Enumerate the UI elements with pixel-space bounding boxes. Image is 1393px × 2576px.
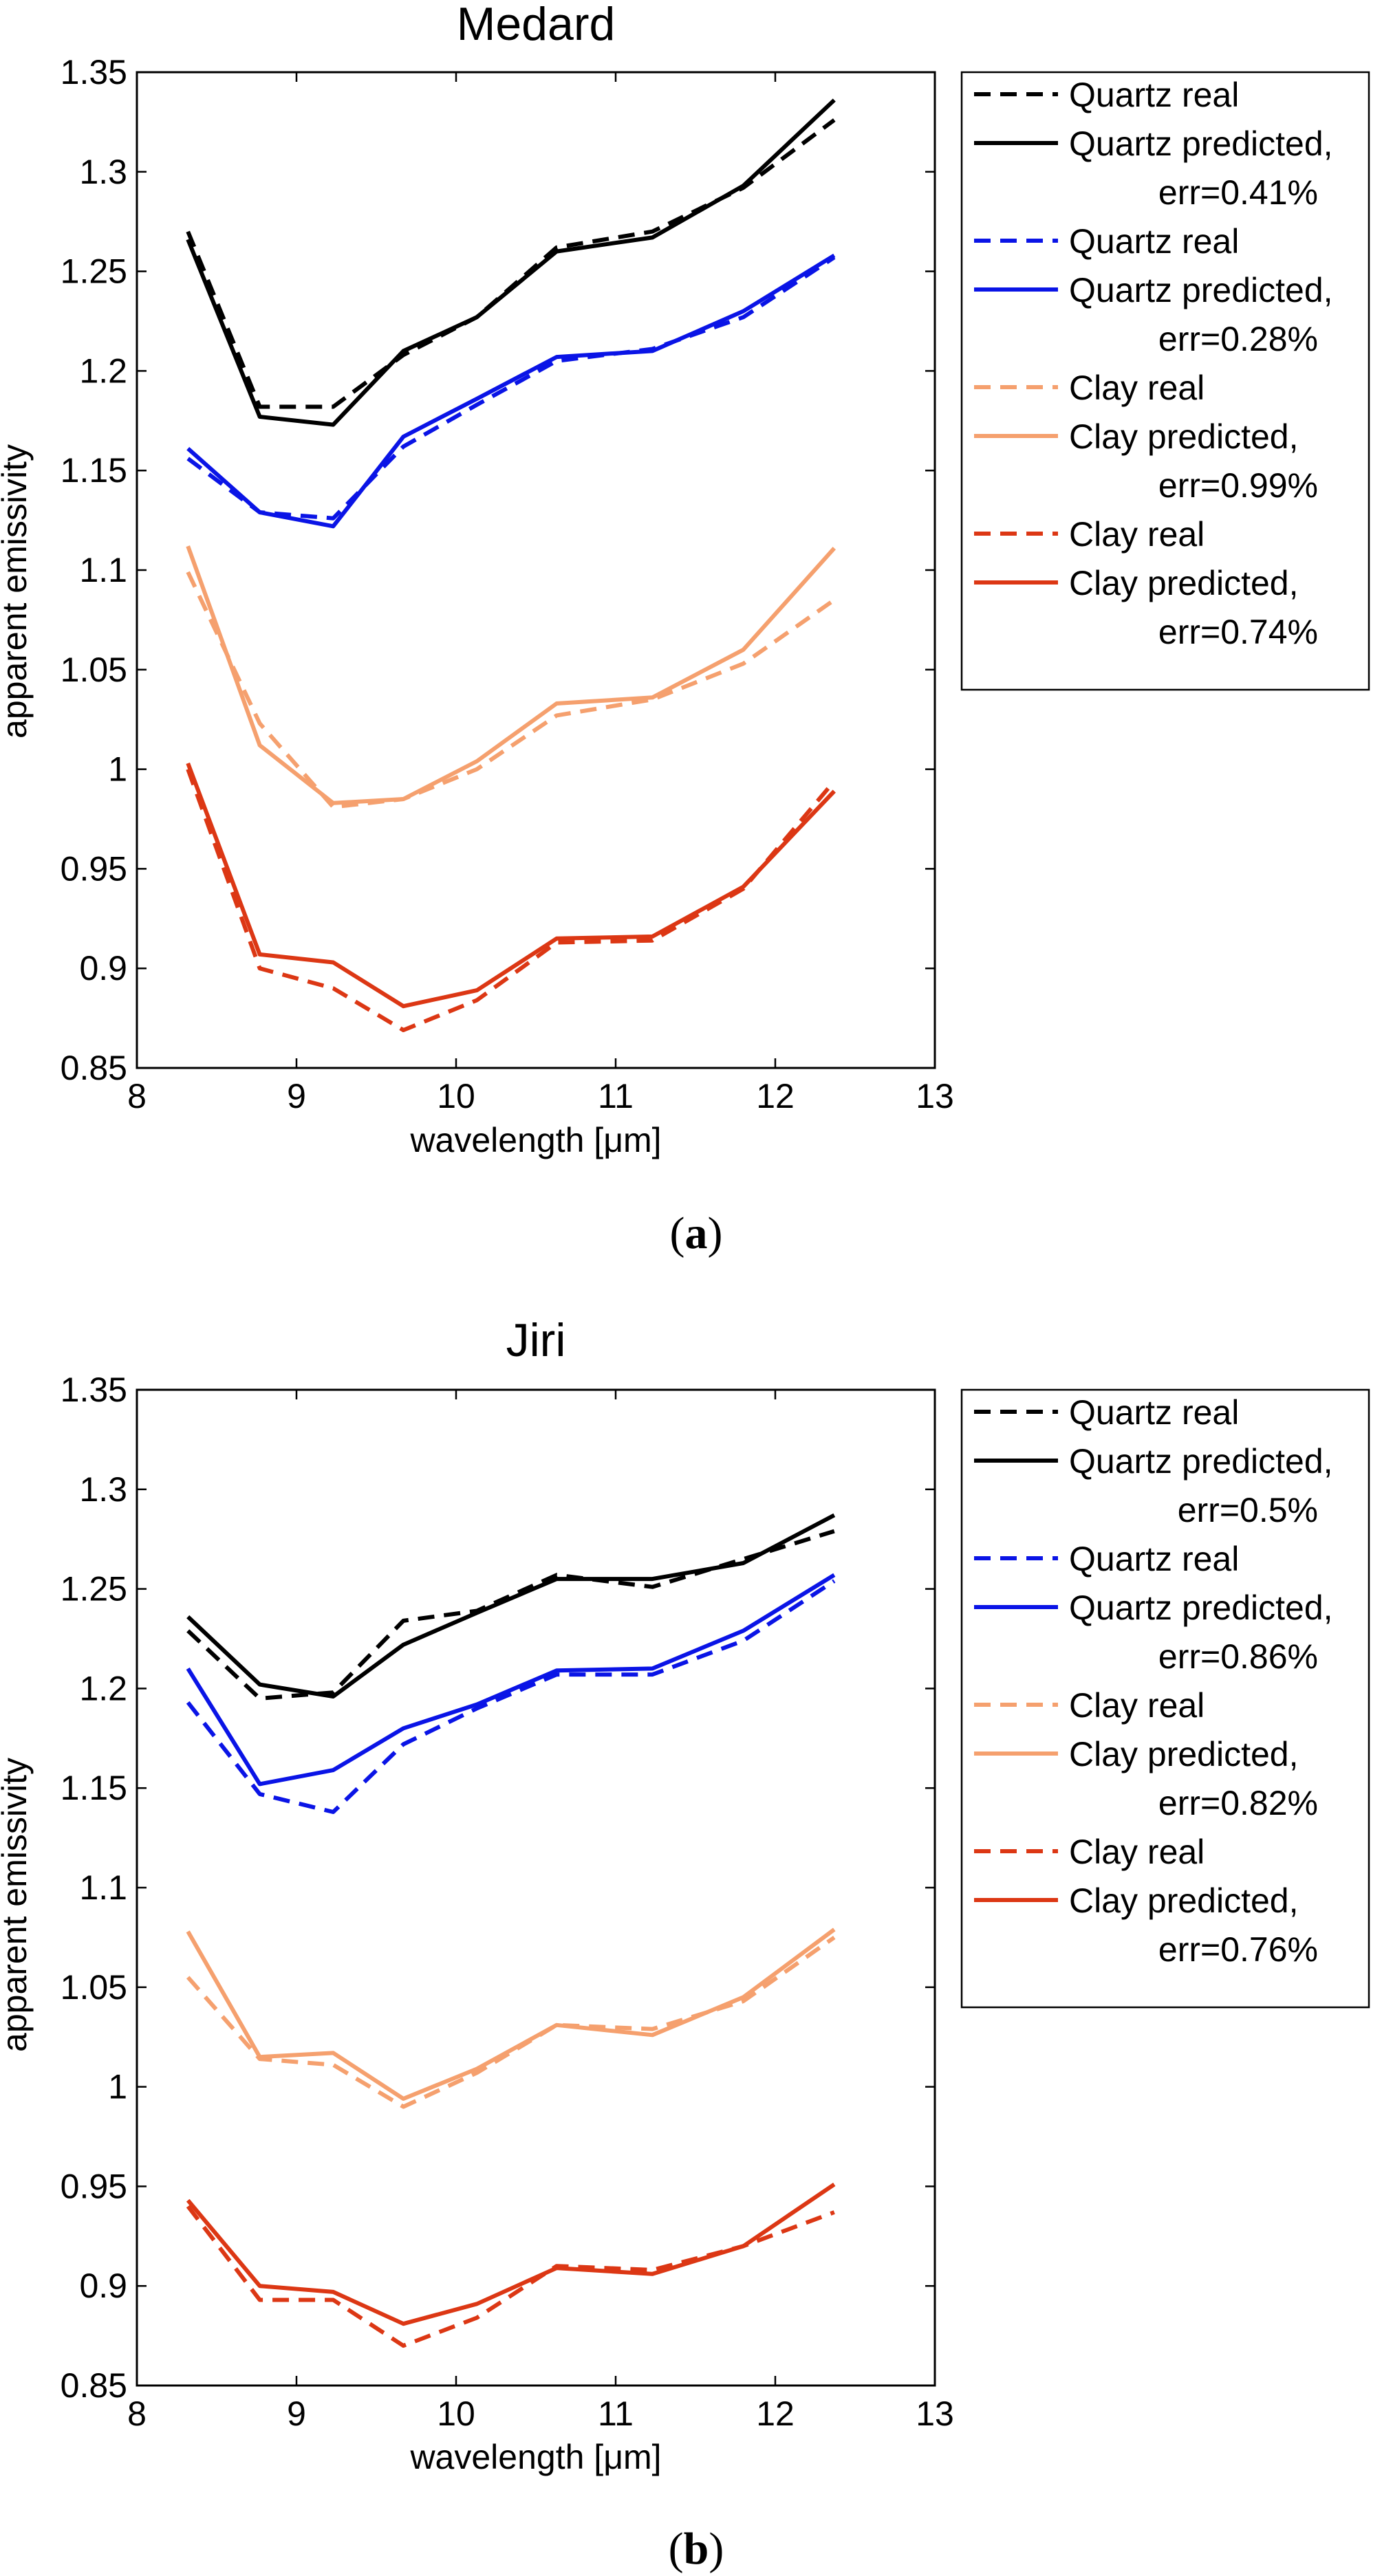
- y-tick-label: 1.35: [61, 1371, 127, 1409]
- y-tick-label: 1.25: [61, 1570, 127, 1608]
- series-line-0: [186, 118, 836, 409]
- series-line-5: [186, 1928, 836, 2101]
- y-tick-label: 1.3: [79, 1470, 127, 1509]
- y-tick-label: 1: [108, 2068, 127, 2106]
- y-tick-label: 1.35: [61, 53, 127, 91]
- legend-label-err: err=0.41%: [1158, 173, 1318, 212]
- axis-ticks: 8 9 10 11 12 13 0.85 0.9 0.95 1 1.05 1.1 1.15 1.2 1.25…: [61, 53, 954, 1115]
- panel-label: a: [685, 1208, 708, 1258]
- legend-label: Quartz real: [1069, 1540, 1239, 1578]
- legend-label: Quartz real: [1069, 76, 1239, 114]
- legend: Quartz real Quartz predicted, err=0.5% Quar…: [960, 1388, 1370, 2009]
- y-tick-label: 1.3: [79, 153, 127, 191]
- y-tick-label: 1.05: [61, 651, 127, 689]
- series-line-6: [186, 2205, 835, 2348]
- legend-label: Quartz predicted,: [1069, 1589, 1333, 1627]
- legend-label: Quartz real: [1069, 1393, 1239, 1432]
- chart-title: Medard: [457, 0, 616, 50]
- y-tick-label: 1: [108, 750, 127, 789]
- y-tick-label: 1.2: [79, 1669, 127, 1707]
- legend-label-err: err=0.99%: [1158, 466, 1318, 505]
- legend: Quartz real Quartz predicted, err=0.41% Qua…: [960, 71, 1370, 691]
- chart-panel-medard: Medard apparent emissivity wavelength [μ…: [0, 0, 1370, 1258]
- x-tick-label: 11: [598, 2394, 634, 2433]
- series-lines: [186, 98, 836, 1032]
- legend-box: [960, 1388, 1370, 2009]
- legend-label: Clay predicted,: [1069, 1735, 1299, 1773]
- x-tick-label: 9: [287, 2394, 306, 2433]
- legend-label: Clay real: [1069, 1686, 1205, 1725]
- chart-panel-jiri: Jiri apparent emissivity wavelength [μm]…: [0, 1314, 1370, 2574]
- series-line-3: [186, 1573, 836, 1787]
- y-tick-label: 1.1: [79, 551, 127, 589]
- y-tick-label: 1.1: [79, 1868, 127, 1907]
- plot-area-frame: [136, 71, 936, 1069]
- series-line-6: [186, 768, 836, 1032]
- x-tick-label: 9: [287, 1077, 306, 1115]
- x-axis-label: wavelength [μm]: [409, 1121, 661, 1159]
- legend-label: Clay real: [1069, 515, 1205, 554]
- legend-label: Quartz predicted,: [1069, 1442, 1333, 1481]
- chart-title: Jiri: [506, 1314, 566, 1366]
- legend-label-err: err=0.82%: [1158, 1784, 1318, 1822]
- series-line-2: [186, 1579, 836, 1814]
- legend-label: Clay real: [1069, 369, 1205, 407]
- panel-caption-b: (b): [669, 2524, 724, 2574]
- x-axis-label: wavelength [μm]: [409, 2438, 661, 2476]
- y-tick-label: 1.15: [61, 1769, 127, 1807]
- x-tick-label: 12: [756, 1077, 795, 1115]
- y-tick-label: 1.2: [79, 351, 127, 390]
- series-line-0: [186, 1529, 835, 1701]
- plot-area-frame: [136, 1388, 936, 2387]
- panel-label: b: [684, 2524, 709, 2574]
- y-tick-label: 0.9: [79, 2267, 127, 2305]
- legend-label: Clay predicted,: [1069, 564, 1299, 602]
- legend-label-err: err=0.76%: [1158, 1930, 1318, 1969]
- x-tick-label: 10: [437, 2394, 475, 2433]
- series-line-7: [186, 2183, 836, 2326]
- series-line-2: [186, 255, 836, 521]
- series-line-7: [186, 762, 836, 1009]
- series-line-5: [186, 545, 836, 805]
- panel-caption-a: (a): [670, 1208, 723, 1258]
- axis-ticks: 8 9 10 11 12 13 0.85 0.9 0.95 1 1.05 1.1 1.15 1.2 1.25…: [61, 1371, 954, 2433]
- legend-label: Clay predicted,: [1069, 1881, 1299, 1920]
- x-tick-label: 8: [127, 2394, 147, 2433]
- x-tick-label: 13: [916, 1077, 954, 1115]
- legend-label: Quartz predicted,: [1069, 271, 1333, 309]
- y-axis-label: apparent emissivity: [0, 1758, 34, 2052]
- series-lines: [186, 1513, 836, 2348]
- y-tick-label: 0.9: [79, 949, 127, 987]
- y-tick-label: 1.25: [61, 252, 127, 291]
- legend-label-err: err=0.86%: [1158, 1637, 1318, 1676]
- x-tick-label: 8: [127, 1077, 147, 1115]
- x-tick-label: 13: [916, 2394, 954, 2433]
- x-tick-label: 11: [598, 1077, 634, 1115]
- y-tick-label: 0.85: [61, 1049, 127, 1087]
- series-line-3: [186, 253, 836, 529]
- y-axis-label: apparent emissivity: [0, 444, 34, 739]
- legend-label: Clay real: [1069, 1833, 1205, 1871]
- x-tick-label: 10: [437, 1077, 475, 1115]
- y-tick-label: 0.95: [61, 2167, 127, 2205]
- series-line-4: [186, 571, 836, 809]
- series-line-1: [186, 1513, 836, 1699]
- legend-label-err: err=0.74%: [1158, 613, 1318, 651]
- x-tick-label: 12: [756, 2394, 795, 2433]
- legend-label: Quartz real: [1069, 222, 1239, 261]
- legend-label-err: err=0.28%: [1158, 320, 1318, 358]
- legend-label: Clay predicted,: [1069, 417, 1299, 456]
- y-tick-label: 1.05: [61, 1968, 127, 2007]
- legend-box: [960, 71, 1370, 691]
- legend-label: Quartz predicted,: [1069, 124, 1333, 163]
- y-tick-label: 0.85: [61, 2366, 127, 2405]
- series-line-1: [186, 98, 836, 427]
- y-tick-label: 0.95: [61, 849, 127, 888]
- series-line-4: [186, 1935, 836, 2109]
- y-tick-label: 1.15: [61, 451, 127, 490]
- legend-label-err: err=0.5%: [1178, 1491, 1318, 1529]
